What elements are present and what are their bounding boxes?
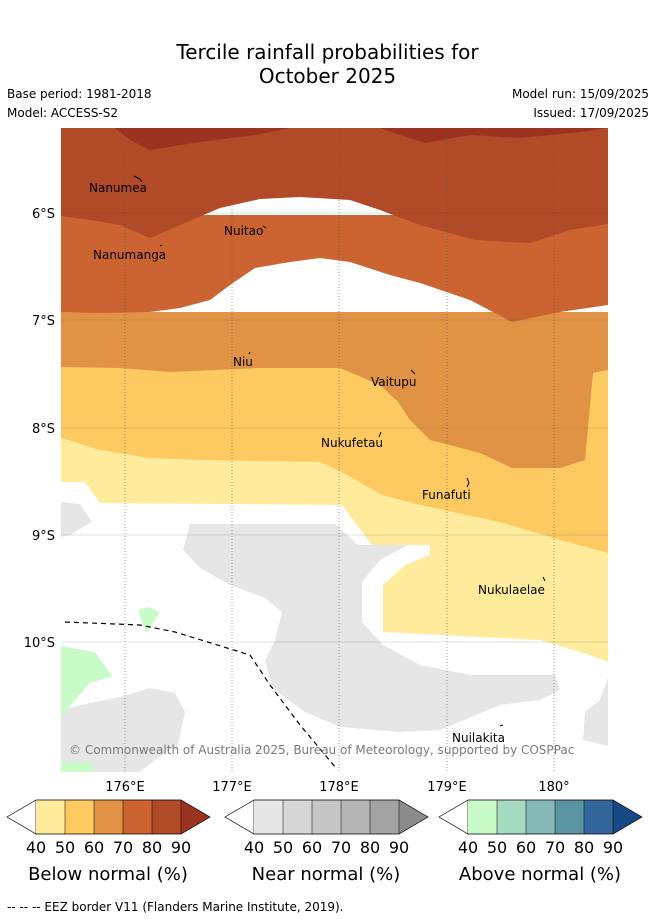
above-normal-region-b: [138, 607, 160, 633]
colorbar-above-normal: [438, 799, 643, 835]
near-normal-region: [183, 524, 560, 732]
place-nanumea: Nanumea: [89, 181, 147, 195]
near-normal-right-region: [583, 678, 608, 746]
below-tick-40: 40: [26, 838, 46, 857]
longitude-labels: 176°E 177°E 178°E 179°E 180°: [105, 780, 569, 795]
colorbar-ticks: 40 50 60 70 80 90 40 50 60 70 80 90 40 5…: [26, 838, 623, 857]
below-tick-50: 50: [55, 838, 75, 857]
meridians: [124, 128, 555, 772]
near-tick-90: 90: [389, 838, 409, 857]
below-normal-80-90-region: [61, 128, 608, 243]
below-tick-60: 60: [84, 838, 104, 857]
title-line-1: Tercile rainfall probabilities for: [176, 40, 479, 64]
colorbar-below-normal: [6, 799, 211, 835]
above-normal-label: Above normal (%): [459, 864, 621, 885]
place-nukulaelae: Nukulaelae: [478, 583, 545, 597]
above-tick-70: 70: [545, 838, 565, 857]
probability-map: Nanumea Nuitao Nanumanga Niu Vaitupu Nuk…: [61, 128, 608, 772]
lon-label-176e: 176°E: [105, 780, 145, 795]
place-nuilakita: Nuilakita: [452, 731, 505, 745]
below-tick-80: 80: [142, 838, 162, 857]
near-normal-left-region: [61, 502, 92, 537]
place-nanumanga: Nanumanga: [93, 248, 166, 262]
lat-label-6s: 6°S: [32, 207, 55, 222]
below-normal-70-80-region: [61, 215, 608, 322]
place-funafuti: Funafuti: [422, 488, 471, 502]
lat-label-10s: 10°S: [24, 636, 55, 651]
place-nuitao: Nuitao: [224, 224, 263, 238]
lat-label-7s: 7°S: [32, 314, 55, 329]
above-tick-60: 60: [516, 838, 536, 857]
map-title: Tercile rainfall probabilities for Octob…: [0, 40, 655, 88]
below-normal-90-plus-region: [115, 128, 608, 150]
near-tick-50: 50: [273, 838, 293, 857]
above-normal-region-c: [61, 762, 95, 772]
above-tick-50: 50: [487, 838, 507, 857]
near-normal-label: Near normal (%): [252, 864, 401, 885]
copyright-notice: © Commonwealth of Australia 2025, Bureau…: [69, 743, 574, 757]
lon-label-177e: 177°E: [212, 780, 252, 795]
place-nukufetau: Nukufetau: [321, 436, 383, 450]
place-vaitupu: Vaitupu: [371, 375, 417, 389]
above-tick-40: 40: [458, 838, 478, 857]
lat-label-8s: 8°S: [32, 422, 55, 437]
place-niu: Niu: [233, 355, 253, 369]
near-tick-80: 80: [360, 838, 380, 857]
eez-border-note: -- -- -- EEZ border V11 (Flanders Marine…: [7, 900, 344, 914]
place-labels: Nanumea Nuitao Nanumanga Niu Vaitupu Nuk…: [89, 181, 545, 745]
lon-label-178e: 178°E: [319, 780, 359, 795]
model-name: Model: ACCESS-S2: [7, 106, 119, 120]
latitude-labels: 6°S 7°S 8°S 9°S 10°S: [24, 207, 55, 651]
colorbar-labels: Below normal (%) Near normal (%) Above n…: [28, 864, 621, 885]
below-tick-90: 90: [171, 838, 191, 857]
graticule: [61, 212, 608, 643]
issued-date: Issued: 17/09/2025: [533, 106, 649, 120]
below-normal-label: Below normal (%): [28, 864, 188, 885]
model-run: Model run: 15/09/2025: [511, 87, 649, 101]
lon-label-180: 180°: [538, 780, 569, 795]
island-outlines: [133, 175, 546, 727]
lon-label-179e: 179°E: [427, 780, 467, 795]
base-period: Base period: 1981-2018: [7, 87, 152, 101]
above-tick-90: 90: [603, 838, 623, 857]
near-tick-40: 40: [244, 838, 264, 857]
near-tick-70: 70: [331, 838, 351, 857]
eez-border: [64, 621, 337, 769]
above-tick-80: 80: [574, 838, 594, 857]
near-tick-60: 60: [302, 838, 322, 857]
lat-label-9s: 9°S: [32, 529, 55, 544]
near-normal-lower-left-region: [61, 688, 185, 772]
colorbar-near-normal: [224, 799, 429, 835]
title-line-2: October 2025: [258, 64, 397, 88]
above-normal-region-a: [61, 646, 112, 718]
below-normal-60-70-region: [61, 312, 608, 468]
below-tick-70: 70: [113, 838, 133, 857]
